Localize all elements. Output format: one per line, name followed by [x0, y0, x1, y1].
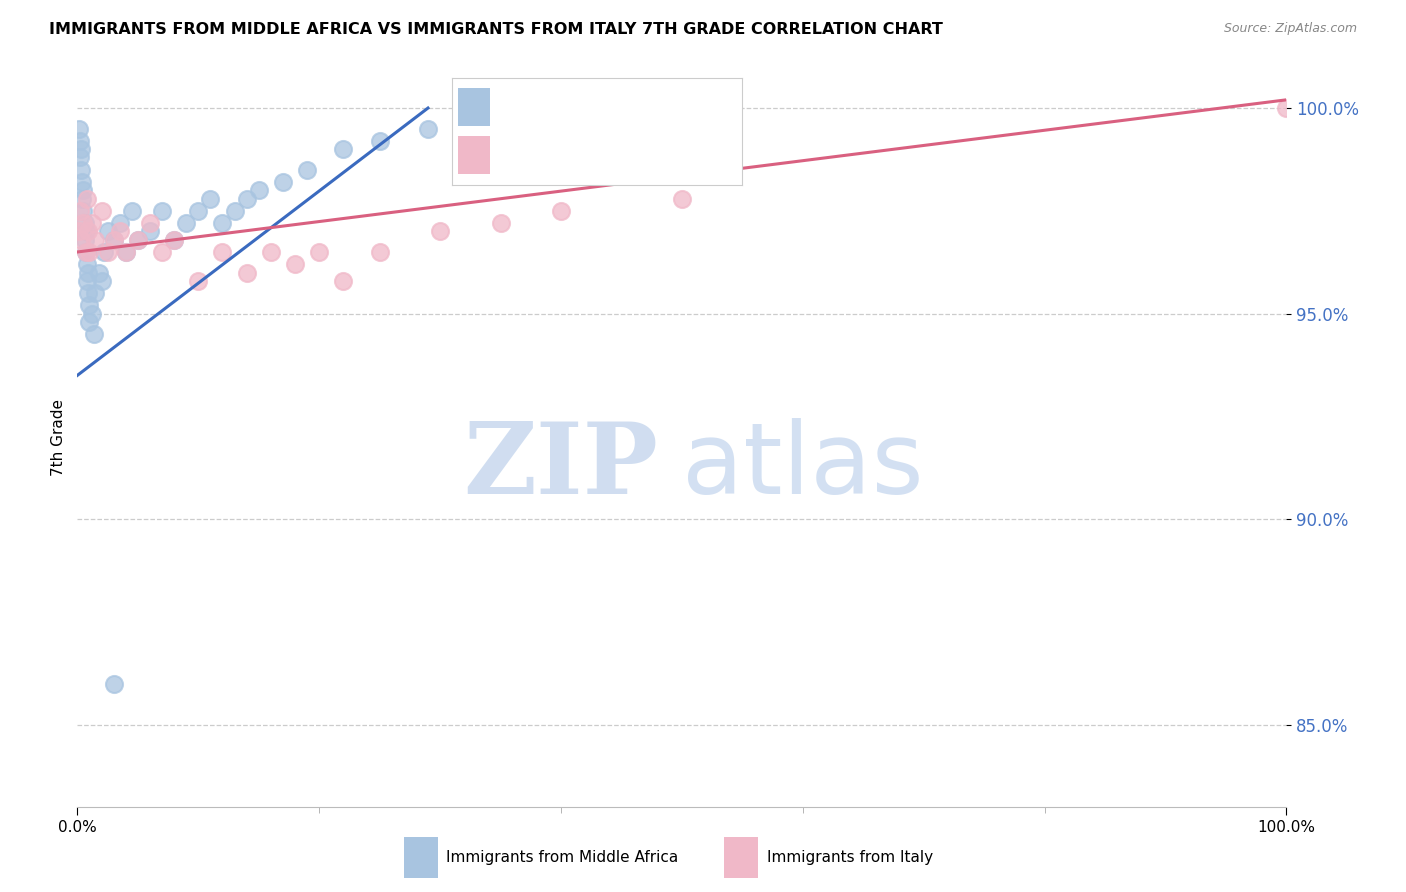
Point [90, 274, 112, 288]
Point [224, 203, 246, 218]
Point [260, 245, 283, 260]
Point [69, 150, 91, 164]
Point [103, 233, 125, 247]
Point [76, 257, 98, 271]
Point [271, 175, 294, 189]
Point [67, 224, 90, 238]
Point [114, 245, 136, 260]
Point [163, 233, 186, 247]
Point [211, 245, 233, 260]
Point [70, 162, 93, 177]
Point [139, 224, 162, 238]
Point [121, 203, 143, 218]
Point [84, 233, 107, 247]
Point [139, 216, 162, 230]
Point [174, 216, 197, 230]
Point [70, 142, 93, 156]
Point [80, 307, 103, 321]
Point [200, 192, 222, 206]
Point [77, 286, 100, 301]
Text: IMMIGRANTS FROM MIDDLE AFRICA VS IMMIGRANTS FROM ITALY 7TH GRADE CORRELATION CHA: IMMIGRANTS FROM MIDDLE AFRICA VS IMMIGRA… [49, 22, 943, 37]
Point [550, 203, 572, 218]
Text: atlas: atlas [682, 418, 924, 516]
Point [80, 216, 103, 230]
Point [79, 245, 101, 260]
Point [332, 274, 354, 288]
Point [70, 192, 93, 206]
Point [69, 134, 91, 148]
Point [308, 245, 330, 260]
Point [87, 266, 110, 280]
Point [211, 216, 233, 230]
Text: 47: 47 [659, 99, 681, 113]
Point [368, 134, 391, 148]
Point [72, 203, 94, 218]
Point [83, 327, 105, 342]
Point [187, 203, 209, 218]
Text: Source: ZipAtlas.com: Source: ZipAtlas.com [1223, 22, 1357, 36]
Point [150, 245, 173, 260]
Point [69, 203, 91, 218]
Point [108, 216, 131, 230]
Point [79, 298, 101, 312]
Point [90, 203, 112, 218]
Point [489, 216, 512, 230]
Point [150, 203, 173, 218]
Text: ZIP: ZIP [463, 418, 658, 516]
Point [77, 266, 100, 280]
Point [93, 245, 115, 260]
Text: R = 0.392   N =: R = 0.392 N = [496, 99, 621, 113]
Point [67, 121, 90, 136]
Point [70, 175, 93, 189]
Point [1275, 101, 1298, 115]
Point [163, 233, 186, 247]
Point [77, 224, 100, 238]
Point [72, 216, 94, 230]
Point [96, 245, 118, 260]
Y-axis label: 7th Grade: 7th Grade [51, 399, 66, 475]
Point [284, 257, 307, 271]
Point [75, 245, 97, 260]
Point [103, 233, 125, 247]
Point [76, 192, 98, 206]
Point [84, 286, 107, 301]
Point [75, 224, 97, 238]
Point [75, 245, 97, 260]
Text: Immigrants from Italy: Immigrants from Italy [766, 850, 932, 865]
Point [72, 183, 94, 197]
Point [295, 162, 318, 177]
Point [416, 121, 439, 136]
Point [96, 224, 118, 238]
Text: 32: 32 [659, 148, 681, 163]
Point [114, 245, 136, 260]
Point [671, 192, 693, 206]
Point [235, 192, 257, 206]
Text: R = 0.392   N =: R = 0.392 N = [496, 148, 621, 163]
Point [70, 233, 93, 247]
Text: Immigrants from Middle Africa: Immigrants from Middle Africa [446, 850, 678, 865]
Point [79, 315, 101, 329]
Point [73, 216, 96, 230]
Point [247, 183, 270, 197]
Point [127, 233, 149, 247]
Point [127, 233, 149, 247]
Point [108, 224, 131, 238]
Point [429, 224, 451, 238]
Point [332, 142, 354, 156]
Point [76, 274, 98, 288]
Point [235, 266, 257, 280]
Point [368, 245, 391, 260]
Point [103, 677, 125, 691]
Point [73, 233, 96, 247]
Point [187, 274, 209, 288]
